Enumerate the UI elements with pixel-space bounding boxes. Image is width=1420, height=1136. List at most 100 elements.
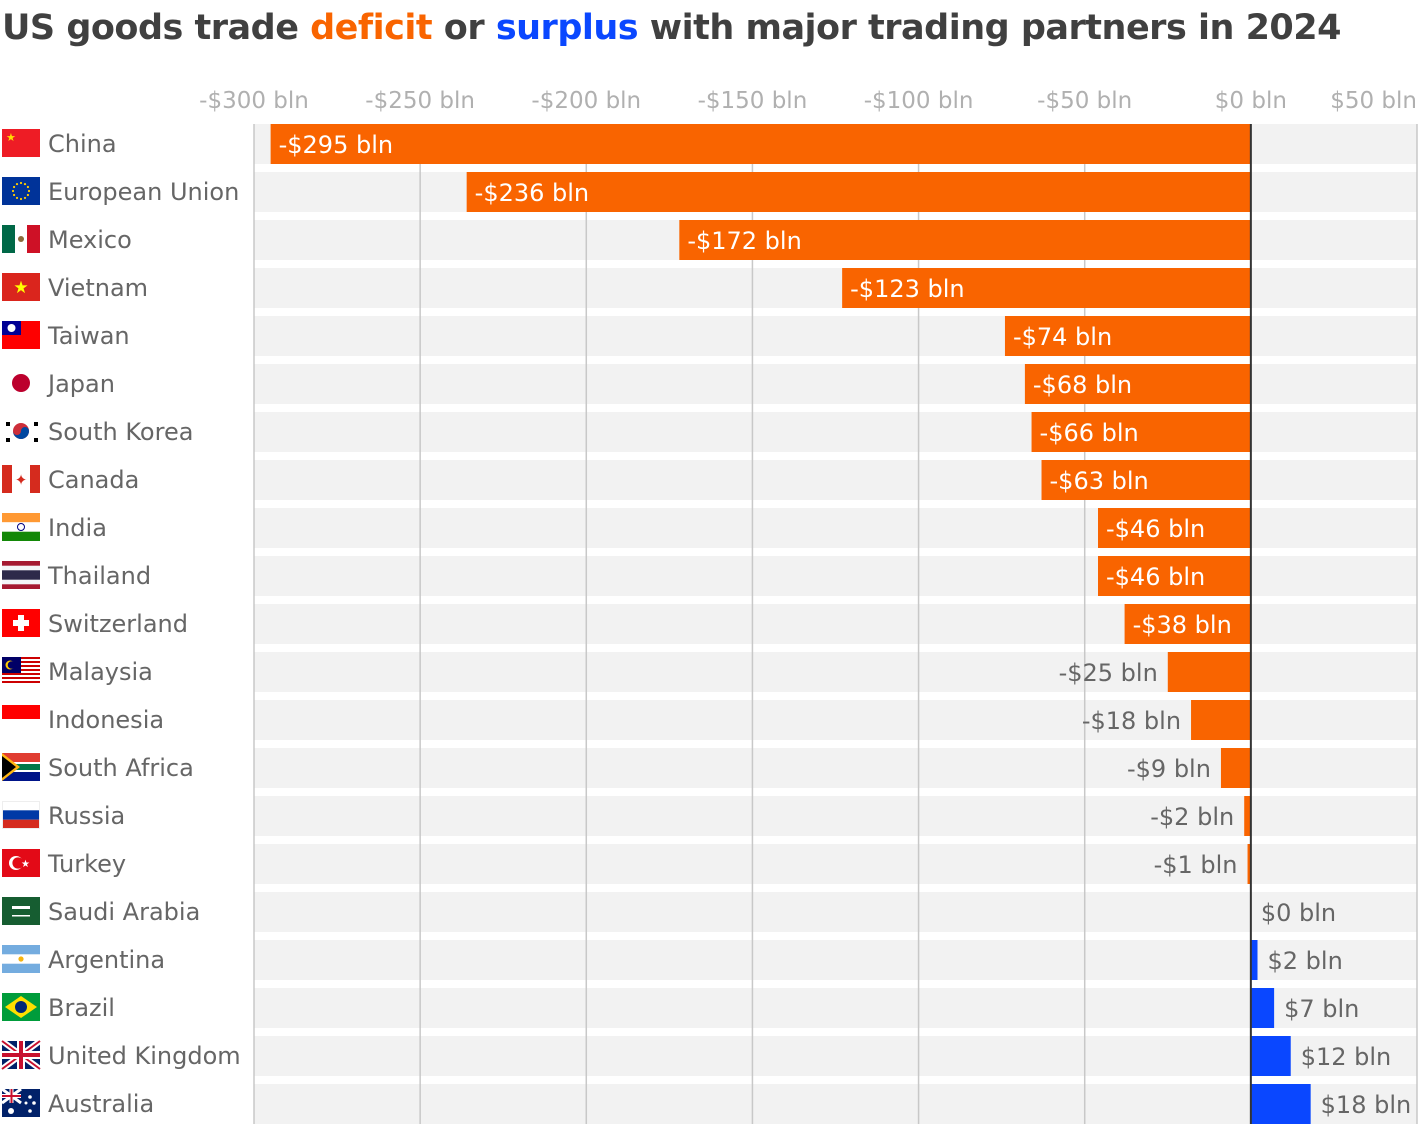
flag-sa-icon	[2, 897, 40, 925]
data-label: $7 bln	[1284, 995, 1359, 1023]
data-label: -$2 bln	[1150, 803, 1234, 831]
flag-ru-icon	[2, 801, 40, 829]
category-label: Argentina	[48, 946, 165, 974]
x-tick-label: -$250 bln	[365, 88, 475, 114]
x-tick-label: -$50 bln	[1037, 88, 1132, 114]
data-label: $2 bln	[1268, 947, 1343, 975]
bar	[1024, 364, 1251, 404]
flag-eu-icon	[2, 177, 40, 205]
flag-gb-icon	[0, 1038, 42, 1072]
data-label: -$236 bln	[475, 179, 589, 207]
x-tick-label: -$100 bln	[864, 88, 974, 114]
data-label: -$46 bln	[1106, 563, 1205, 591]
flag-ca-icon: ✦	[2, 465, 40, 493]
bar	[1167, 652, 1251, 692]
category-label: Brazil	[48, 994, 115, 1022]
flag-au-icon	[1, 1087, 40, 1117]
category-label: Switzerland	[48, 610, 188, 638]
row-band	[254, 796, 1417, 836]
data-label: -$123 bln	[850, 275, 964, 303]
flag-ar-icon	[2, 945, 40, 973]
data-label: -$295 bln	[279, 131, 393, 159]
category-label: Indonesia	[48, 706, 164, 734]
bar	[1124, 604, 1251, 644]
data-label: -$63 bln	[1050, 467, 1149, 495]
svg-text:★: ★	[21, 859, 30, 870]
svg-text:★: ★	[13, 278, 28, 298]
svg-text:★: ★	[6, 131, 16, 144]
title-surplus-word: surplus	[495, 8, 639, 48]
svg-text:✦: ✦	[15, 471, 28, 489]
data-label: $0 bln	[1261, 899, 1336, 927]
flag-za-icon	[2, 753, 40, 781]
bar	[1031, 412, 1251, 452]
title-text: or	[432, 8, 496, 48]
flag-vn-icon: ★	[2, 273, 40, 301]
bar	[270, 124, 1251, 164]
bar	[1247, 844, 1251, 884]
category-label: Mexico	[48, 226, 132, 254]
bar	[466, 172, 1251, 212]
bar	[1250, 1084, 1311, 1124]
category-label: Malaysia	[48, 658, 153, 686]
bar	[1098, 508, 1251, 548]
data-label: $18 bln	[1321, 1091, 1412, 1119]
flag-id-icon	[2, 705, 40, 719]
flag-cn-icon: ★	[2, 129, 40, 157]
x-tick-label: -$150 bln	[698, 88, 808, 114]
category-label: Taiwan	[47, 322, 130, 350]
data-label: -$172 bln	[687, 227, 801, 255]
category-label: South Korea	[48, 418, 193, 446]
row-band	[254, 892, 1417, 932]
bar	[1220, 748, 1251, 788]
category-label: India	[48, 514, 107, 542]
bar	[1250, 940, 1258, 980]
flag-tr-icon: ★	[2, 849, 40, 877]
flag-br-icon	[2, 993, 40, 1021]
data-label: -$38 bln	[1133, 611, 1232, 639]
bar	[1004, 316, 1251, 356]
title-deficit-word: deficit	[310, 8, 433, 48]
bar	[842, 268, 1251, 308]
row-band	[254, 988, 1417, 1028]
row-band	[254, 940, 1417, 980]
flag-kr-icon	[6, 422, 38, 442]
bar	[679, 220, 1251, 260]
category-label: Japan	[46, 370, 115, 398]
bar	[1098, 556, 1251, 596]
flag-my-icon	[2, 657, 40, 685]
category-label: Turkey	[47, 850, 126, 878]
category-label: European Union	[48, 178, 239, 206]
data-label: -$46 bln	[1106, 515, 1205, 543]
flag-th-icon	[2, 561, 40, 589]
data-label: -$68 bln	[1033, 371, 1132, 399]
x-tick-label: -$200 bln	[531, 88, 641, 114]
data-label: -$1 bln	[1154, 851, 1238, 879]
bar	[1041, 460, 1251, 500]
category-label: Saudi Arabia	[48, 898, 200, 926]
flag-jp-icon	[12, 374, 30, 392]
chart-title: US goods trade deficit or surplus with m…	[2, 8, 1341, 48]
bar	[1250, 988, 1275, 1028]
category-label: Australia	[48, 1090, 154, 1118]
data-label: -$9 bln	[1127, 755, 1211, 783]
bar	[1244, 796, 1251, 836]
title-text: US goods trade	[2, 8, 311, 48]
data-label: -$25 bln	[1059, 659, 1158, 687]
category-label: China	[48, 130, 117, 158]
flag-tw-icon	[2, 321, 40, 349]
data-label: -$74 bln	[1013, 323, 1112, 351]
title-text: with major trading partners in 2024	[638, 8, 1342, 48]
row-band	[254, 1036, 1417, 1076]
bar	[1250, 1036, 1291, 1076]
row-band	[254, 1084, 1417, 1124]
category-label: Thailand	[47, 562, 151, 590]
category-label: United Kingdom	[48, 1042, 241, 1070]
data-label: -$18 bln	[1082, 707, 1181, 735]
category-label: Canada	[48, 466, 139, 494]
x-tick-label: -$300 bln	[199, 88, 309, 114]
x-tick-label: $0 bln	[1215, 88, 1287, 114]
row-band	[254, 844, 1417, 884]
category-label: Vietnam	[48, 274, 148, 302]
